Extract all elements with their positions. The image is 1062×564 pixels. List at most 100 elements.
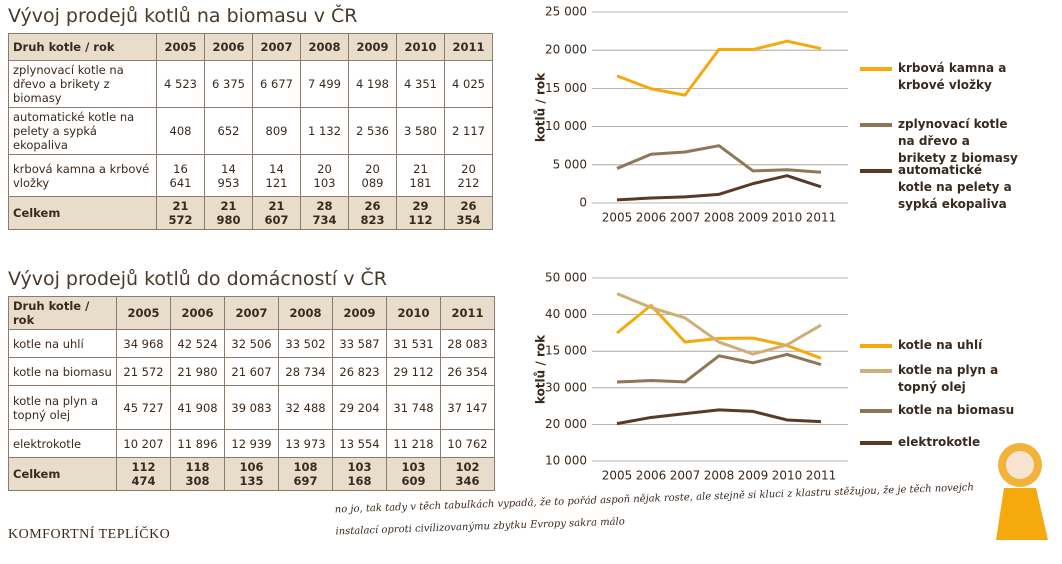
table-row: elektrokotle 10 207 11 896 12 939 13 973 13 5… (8, 429, 495, 458)
table-cell: 2005 (156, 33, 205, 61)
table-cell: 106 135 (224, 457, 279, 491)
x-tick-label: 2008 (704, 211, 735, 225)
table-cell: 408 (156, 107, 205, 155)
y-tick-label: 5 000 (553, 157, 587, 171)
x-tick-label: 2010 (772, 469, 803, 483)
table-cell: 32 506 (224, 329, 279, 358)
table-cell: kotle na uhlí (8, 329, 117, 358)
table-cell: 2006 (204, 33, 253, 61)
table-cell: 118 308 (170, 457, 225, 491)
x-tick-label: 2011 (806, 211, 837, 225)
table-row: Celkem 112 474 118 308 106 135 108 697 103 16… (8, 457, 495, 491)
y-tick-label: 15 000 (545, 344, 587, 358)
x-tick-label: 2007 (670, 211, 701, 225)
table-cell: 29 112 (396, 196, 445, 230)
table-cell: kotle na biomasu (8, 357, 117, 386)
table-cell: 108 697 (278, 457, 333, 491)
table-cell: elektrokotle (8, 429, 117, 458)
table-cell: 20 103 (300, 154, 349, 197)
legend-label: kotle na biomasu (898, 403, 1015, 417)
table-cell: 21 980 (204, 196, 253, 230)
table-cell: 28 734 (278, 357, 333, 386)
data-table: Druh kotle / rok 2005 2006 2007 2008 2009 2010… (8, 33, 493, 230)
y-tick-label: 25 000 (545, 5, 587, 19)
y-tick-label: 0 (579, 196, 587, 210)
table-cell: 14 121 (252, 154, 301, 197)
table-cell: 26 823 (332, 357, 387, 386)
x-tick-label: 2005 (602, 211, 633, 225)
table-cell: 4 198 (348, 60, 397, 108)
table-cell: 13 973 (278, 429, 333, 458)
series-line (616, 292, 822, 356)
table-cell: Celkem (8, 457, 117, 491)
table-cell: 2009 (348, 33, 397, 61)
legend-label: elektrokotle (898, 435, 981, 449)
x-tick-label: 2010 (772, 211, 803, 225)
table-cell: Druh kotle / rok (8, 33, 157, 61)
y-tick-label: 30 000 (545, 380, 587, 394)
table-cell: 4 523 (156, 60, 205, 108)
table-cell: 42 524 (170, 329, 225, 358)
footer: KOMFORTNÍ TEPLÍČKO (8, 527, 171, 542)
table-cell: 32 488 (278, 385, 333, 430)
x-tick-label: 2007 (670, 469, 701, 483)
table-cell: 2 536 (348, 107, 397, 155)
table-cell: krbová kamna a krbové vložky (8, 154, 157, 197)
table-cell: 103 609 (386, 457, 441, 491)
table-cell: 21 980 (170, 357, 225, 386)
table-cell: 11 896 (170, 429, 225, 458)
table-cell: 34 968 (116, 329, 171, 358)
y-tick-label: 15 000 (545, 81, 587, 95)
table-cell: Celkem (8, 196, 157, 230)
legend-label: kotle na plyn a topný olej (898, 363, 999, 394)
table-cell: 29 204 (332, 385, 387, 430)
table-cell: 39 083 (224, 385, 279, 430)
data-table: Druh kotle / rok 2005 2006 2007 2008 2009 2010… (8, 296, 495, 491)
table-cell: 41 908 (170, 385, 225, 430)
x-tick-label: 2008 (704, 469, 735, 483)
table-cell: 11 218 (386, 429, 441, 458)
table-cell: 13 554 (332, 429, 387, 458)
series-line (616, 39, 822, 97)
table-cell: 14 953 (204, 154, 253, 197)
table-cell: 26 354 (444, 196, 493, 230)
table-cell: 2007 (224, 296, 279, 330)
table-cell: 4 351 (396, 60, 445, 108)
y-tick-label: 10 000 (545, 454, 587, 468)
table-cell: automatické kotle na pelety a sypká ekop… (8, 107, 157, 155)
table-cell: 10 762 (440, 429, 495, 458)
table-cell: 12 939 (224, 429, 279, 458)
table-cell: 809 (252, 107, 301, 155)
table-cell: 21 572 (156, 196, 205, 230)
table-row: zplynovací kotle na dřevo a brikety z bi… (8, 60, 493, 108)
y-tick-label: 10 000 (545, 119, 587, 133)
series-line (616, 174, 822, 202)
table-cell: 20 212 (444, 154, 493, 197)
table-cell: 2010 (396, 33, 445, 61)
table-row: Druh kotle / rok 2005 2006 2007 2008 2009 2010… (8, 33, 493, 61)
table-cell: 29 112 (386, 357, 441, 386)
table-cell: 4 025 (444, 60, 493, 108)
table-cell: kotle na plyn a topný olej (8, 385, 117, 430)
section-title: Vývoj prodejů kotlů na biomasu v ČR (8, 5, 358, 27)
table-cell: 21 607 (252, 196, 301, 230)
table-cell: 28 083 (440, 329, 495, 358)
table-cell: 7 499 (300, 60, 349, 108)
series-line (616, 352, 822, 384)
table-cell: 103 168 (332, 457, 387, 491)
table-cell: 31 748 (386, 385, 441, 430)
x-tick-label: 2009 (738, 469, 769, 483)
table-cell: 102 346 (440, 457, 495, 491)
x-tick-label: 2011 (806, 469, 837, 483)
table-cell: 2006 (170, 296, 225, 330)
table-cell: 2007 (252, 33, 301, 61)
table-cell: 2008 (300, 33, 349, 61)
table-cell: Druh kotle / rok (8, 296, 117, 330)
table-cell: 33 587 (332, 329, 387, 358)
x-tick-label: 2005 (602, 469, 633, 483)
table-cell: 31 531 (386, 329, 441, 358)
girl (996, 443, 1048, 540)
table-cell: 26 354 (440, 357, 495, 386)
